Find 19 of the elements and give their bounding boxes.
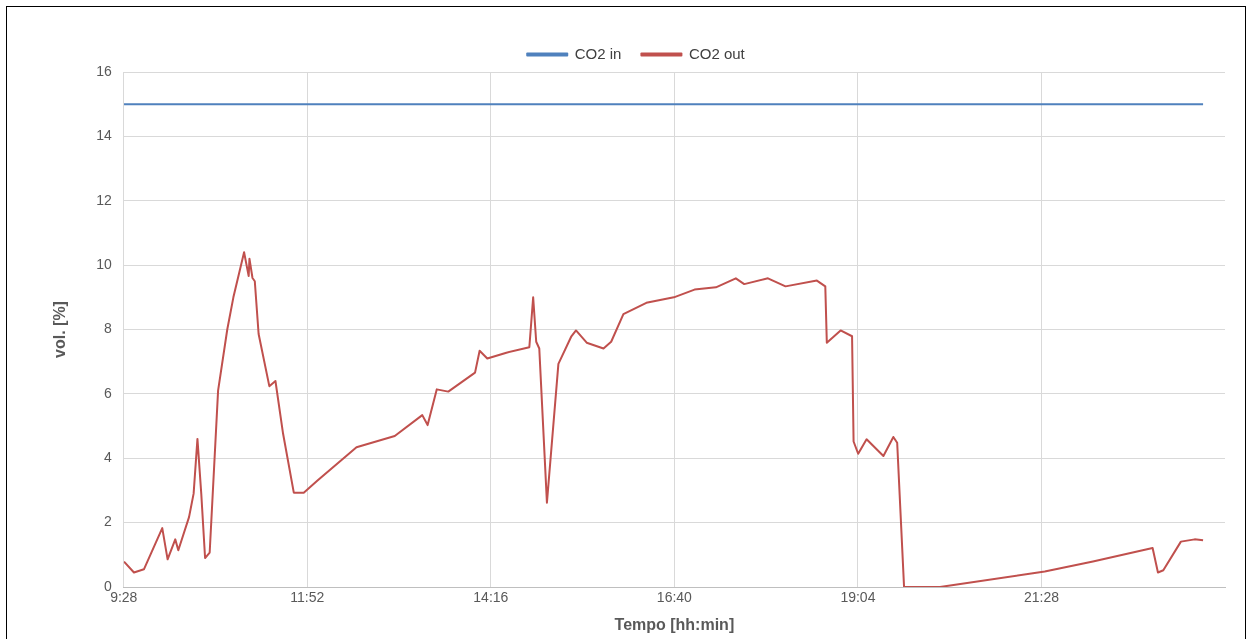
y-tick-label: 14 (96, 127, 112, 144)
y-tick-label: 8 (103, 320, 112, 337)
y-tick-label: 0 (103, 577, 112, 594)
legend-label: CO2 in (574, 44, 622, 62)
x-tick-label: 9:28 (110, 589, 138, 606)
y-tick-label: 10 (96, 255, 112, 272)
x-tick-label: 19:04 (840, 589, 876, 606)
y-tick-label: 16 (96, 62, 112, 79)
legend-label: CO2 out (688, 44, 746, 62)
y-tick-label: 12 (96, 191, 112, 208)
y-tick-label: 2 (103, 513, 112, 530)
y-tick-label: 6 (103, 384, 112, 401)
y-tick-label: 4 (103, 449, 112, 466)
x-axis-title: Tempo [hh:min] (614, 615, 735, 633)
x-tick-label: 14:16 (473, 589, 509, 606)
x-tick-label: 16:40 (656, 589, 693, 606)
y-axis-title: vol. [%] (51, 301, 69, 358)
x-tick-label: 11:52 (290, 589, 325, 606)
x-tick-label: 21:28 (1023, 589, 1060, 606)
